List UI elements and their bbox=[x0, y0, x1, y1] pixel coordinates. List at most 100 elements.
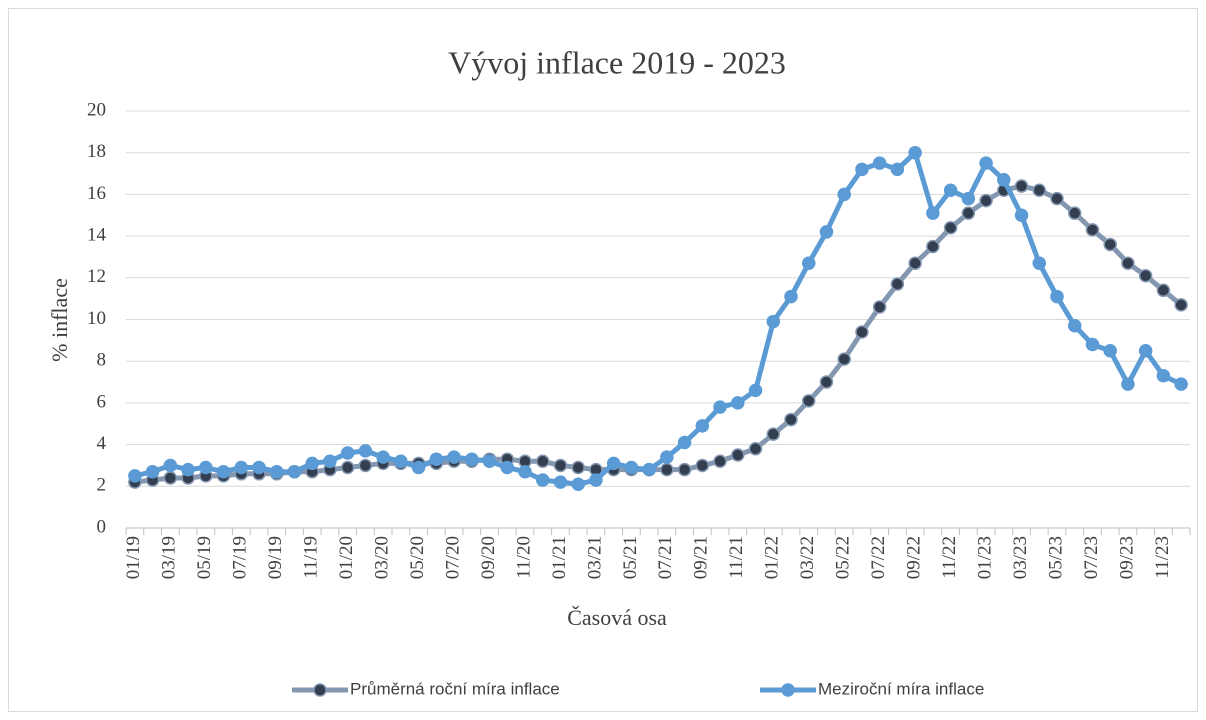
point bbox=[819, 225, 834, 239]
point bbox=[890, 162, 905, 177]
y-tick-label: 12 bbox=[87, 266, 106, 287]
point bbox=[642, 462, 656, 477]
legend-item: Průměrná roční míra inflace bbox=[292, 679, 560, 698]
point bbox=[979, 193, 993, 208]
x-tick-label: 05/22 bbox=[833, 536, 854, 579]
point bbox=[748, 442, 763, 456]
point bbox=[819, 375, 834, 389]
point bbox=[589, 473, 603, 487]
point bbox=[766, 314, 781, 329]
point bbox=[358, 458, 373, 473]
point bbox=[872, 300, 887, 314]
point bbox=[731, 448, 745, 462]
x-tick-label: 05/19 bbox=[194, 536, 215, 579]
point bbox=[287, 464, 302, 479]
x-tick-label: 07/23 bbox=[1081, 536, 1102, 579]
point bbox=[677, 435, 692, 450]
y-tick-label: 20 bbox=[87, 99, 106, 120]
x-tick-label: 01/23 bbox=[974, 536, 995, 579]
point bbox=[1103, 344, 1117, 358]
point bbox=[943, 183, 958, 197]
x-tick-label: 07/20 bbox=[442, 536, 463, 579]
x-tick-label: 09/21 bbox=[691, 536, 712, 579]
point bbox=[553, 475, 568, 489]
point bbox=[323, 454, 337, 469]
point bbox=[979, 156, 993, 170]
x-tick-label: 11/22 bbox=[939, 536, 960, 579]
point bbox=[660, 462, 674, 477]
x-tick-label: 09/19 bbox=[265, 536, 286, 579]
point bbox=[465, 452, 479, 466]
point bbox=[518, 464, 532, 479]
point bbox=[394, 454, 408, 469]
point bbox=[872, 156, 887, 170]
point bbox=[926, 206, 940, 220]
point bbox=[1067, 319, 1082, 333]
x-tick-label: 01/20 bbox=[336, 536, 357, 579]
point bbox=[1050, 191, 1064, 206]
point bbox=[482, 454, 497, 469]
y-tick-label: 2 bbox=[97, 475, 107, 496]
chart-title: Vývoj inflace 2019 - 2023 bbox=[448, 44, 786, 80]
point bbox=[1050, 289, 1064, 304]
point bbox=[1085, 337, 1100, 352]
point bbox=[500, 460, 515, 475]
point bbox=[837, 352, 851, 366]
point bbox=[269, 464, 284, 479]
point bbox=[961, 191, 976, 206]
point bbox=[128, 469, 142, 483]
point bbox=[855, 325, 869, 339]
x-tick-label: 03/19 bbox=[159, 536, 180, 579]
point bbox=[535, 454, 550, 469]
point bbox=[358, 444, 373, 458]
point bbox=[1174, 298, 1188, 312]
point bbox=[145, 464, 160, 479]
point bbox=[1174, 377, 1188, 391]
point bbox=[1121, 377, 1135, 391]
point bbox=[766, 427, 781, 441]
x-tick-label: 01/22 bbox=[762, 536, 783, 579]
point bbox=[713, 454, 727, 469]
x-tick-label: 09/20 bbox=[478, 536, 499, 579]
point bbox=[855, 162, 869, 177]
point bbox=[660, 450, 674, 464]
point bbox=[340, 446, 355, 460]
point bbox=[1014, 179, 1029, 193]
point bbox=[1138, 344, 1153, 358]
point bbox=[1121, 256, 1135, 270]
x-tick-label: 03/21 bbox=[584, 536, 605, 579]
point bbox=[571, 460, 585, 475]
point bbox=[677, 462, 692, 477]
point bbox=[784, 412, 798, 427]
point bbox=[163, 458, 178, 473]
x-tick-label: 11/19 bbox=[301, 536, 322, 579]
point bbox=[535, 473, 550, 487]
point bbox=[340, 460, 355, 475]
point bbox=[731, 396, 745, 410]
point bbox=[252, 460, 266, 475]
point bbox=[376, 450, 390, 464]
point bbox=[181, 462, 195, 477]
point bbox=[411, 460, 426, 475]
x-tick-label: 11/20 bbox=[513, 536, 534, 579]
point bbox=[447, 450, 461, 464]
point bbox=[216, 464, 231, 479]
point bbox=[234, 460, 249, 475]
x-tick-label: 11/21 bbox=[726, 536, 747, 579]
legend-marker bbox=[313, 683, 327, 697]
y-tick-label: 14 bbox=[87, 224, 107, 245]
x-tick-label: 01/19 bbox=[123, 536, 144, 579]
x-tick-label: 11/23 bbox=[1152, 536, 1173, 579]
x-tick-label: 07/19 bbox=[230, 536, 251, 579]
y-tick-label: 4 bbox=[97, 433, 107, 454]
x-tick-label: 05/20 bbox=[407, 536, 428, 579]
point bbox=[713, 400, 727, 414]
point bbox=[748, 383, 763, 398]
legend-label: Průměrná roční míra inflace bbox=[350, 679, 560, 698]
point bbox=[1103, 237, 1117, 252]
point bbox=[908, 145, 922, 160]
point bbox=[1138, 268, 1153, 283]
x-tick-label: 07/21 bbox=[655, 536, 676, 579]
point bbox=[1085, 223, 1100, 237]
point bbox=[624, 460, 639, 475]
